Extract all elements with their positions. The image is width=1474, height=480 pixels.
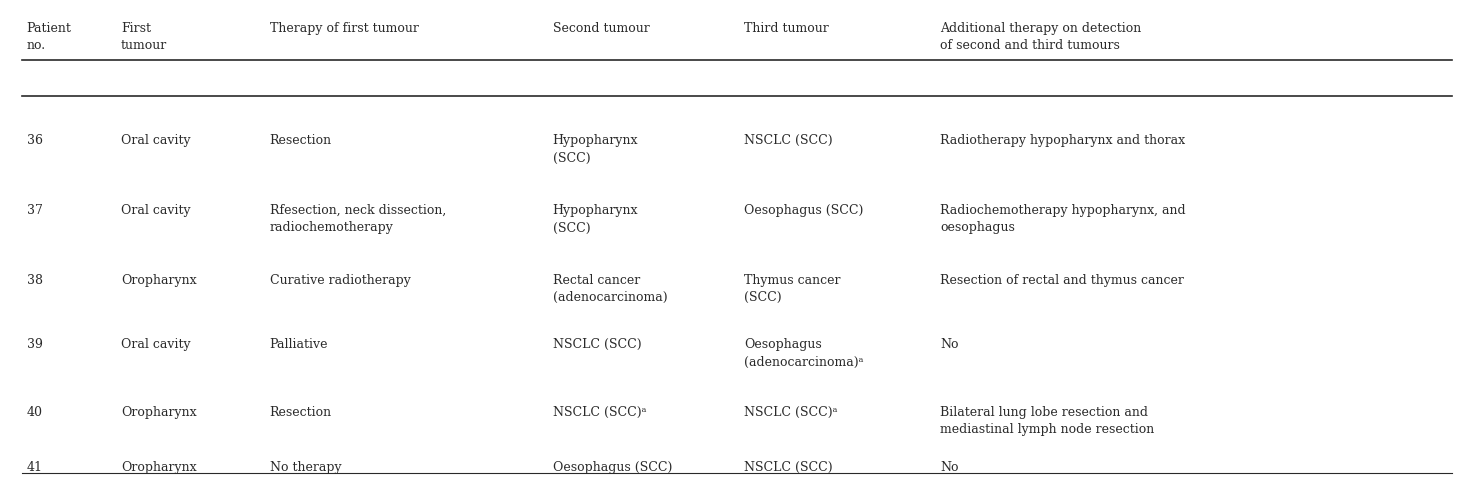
Text: No: No xyxy=(940,461,960,474)
Text: Oral cavity: Oral cavity xyxy=(121,134,190,147)
Text: 38: 38 xyxy=(27,274,43,287)
Text: 40: 40 xyxy=(27,406,43,419)
Text: 39: 39 xyxy=(27,338,43,351)
Text: Second tumour: Second tumour xyxy=(553,22,650,35)
Text: Hypopharynx
(SCC): Hypopharynx (SCC) xyxy=(553,204,638,235)
Text: No therapy: No therapy xyxy=(270,461,342,474)
Text: Rfesection, neck dissection,
radiochemotherapy: Rfesection, neck dissection, radiochemot… xyxy=(270,204,447,235)
Text: Oropharynx: Oropharynx xyxy=(121,406,196,419)
Text: Rectal cancer
(adenocarcinoma): Rectal cancer (adenocarcinoma) xyxy=(553,274,668,304)
Text: Radiochemotherapy hypopharynx, and
oesophagus: Radiochemotherapy hypopharynx, and oesop… xyxy=(940,204,1187,235)
Text: 37: 37 xyxy=(27,204,43,217)
Text: Palliative: Palliative xyxy=(270,338,329,351)
Text: Oesophagus (SCC): Oesophagus (SCC) xyxy=(553,461,672,474)
Text: Patient
no.: Patient no. xyxy=(27,22,71,52)
Text: Oesophagus (SCC): Oesophagus (SCC) xyxy=(744,204,864,217)
Text: Oral cavity: Oral cavity xyxy=(121,338,190,351)
Text: Therapy of first tumour: Therapy of first tumour xyxy=(270,22,419,35)
Text: Resection: Resection xyxy=(270,406,332,419)
Text: No: No xyxy=(940,338,960,351)
Text: NSCLC (SCC): NSCLC (SCC) xyxy=(744,461,833,474)
Text: Curative radiotherapy: Curative radiotherapy xyxy=(270,274,411,287)
Text: Bilateral lung lobe resection and
mediastinal lymph node resection: Bilateral lung lobe resection and medias… xyxy=(940,406,1154,436)
Text: Third tumour: Third tumour xyxy=(744,22,828,35)
Text: First
tumour: First tumour xyxy=(121,22,167,52)
Text: NSCLC (SCC): NSCLC (SCC) xyxy=(553,338,641,351)
Text: NSCLC (SCC)ᵃ: NSCLC (SCC)ᵃ xyxy=(744,406,837,419)
Text: Additional therapy on detection
of second and third tumours: Additional therapy on detection of secon… xyxy=(940,22,1142,52)
Text: Hypopharynx
(SCC): Hypopharynx (SCC) xyxy=(553,134,638,165)
Text: NSCLC (SCC): NSCLC (SCC) xyxy=(744,134,833,147)
Text: Resection of rectal and thymus cancer: Resection of rectal and thymus cancer xyxy=(940,274,1184,287)
Text: Oesophagus
(adenocarcinoma)ᵃ: Oesophagus (adenocarcinoma)ᵃ xyxy=(744,338,864,369)
Text: 41: 41 xyxy=(27,461,43,474)
Text: Oropharynx: Oropharynx xyxy=(121,274,196,287)
Text: Resection: Resection xyxy=(270,134,332,147)
Text: Thymus cancer
(SCC): Thymus cancer (SCC) xyxy=(744,274,840,304)
Text: Oropharynx: Oropharynx xyxy=(121,461,196,474)
Text: Oral cavity: Oral cavity xyxy=(121,204,190,217)
Text: NSCLC (SCC)ᵃ: NSCLC (SCC)ᵃ xyxy=(553,406,646,419)
Text: 36: 36 xyxy=(27,134,43,147)
Text: Radiotherapy hypopharynx and thorax: Radiotherapy hypopharynx and thorax xyxy=(940,134,1185,147)
